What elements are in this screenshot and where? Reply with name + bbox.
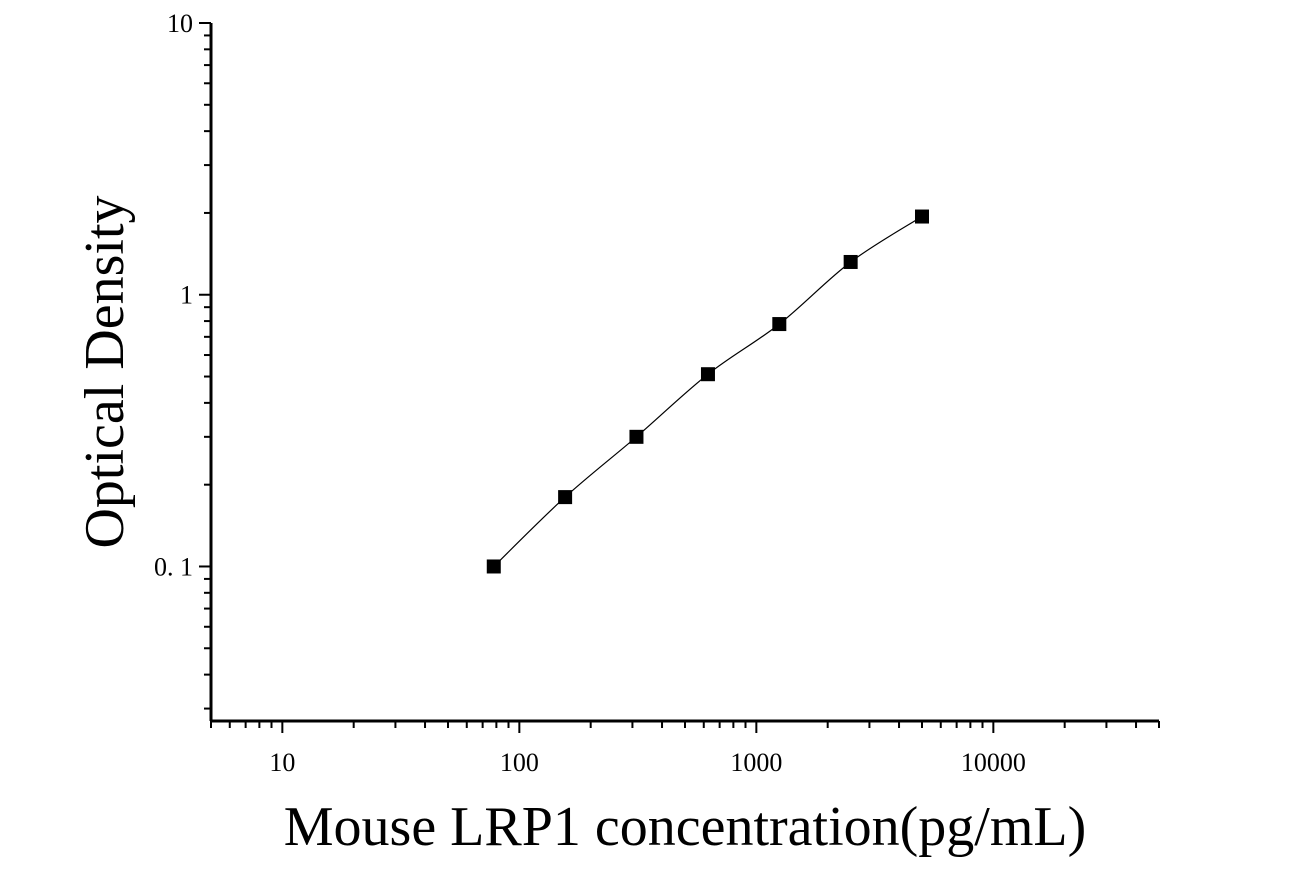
y-tick-label: 1 [180,281,193,310]
x-tick-label: 10 [269,748,295,777]
data-point [629,429,644,444]
data-point [700,367,715,382]
fit-curve [493,215,923,567]
plot-area [486,209,929,574]
x-tick-label: 10000 [961,748,1026,777]
data-point [843,254,858,269]
data-point [915,209,929,224]
x-tick-label: 1000 [730,748,782,777]
axes [199,22,1160,733]
y-tick-label: 10 [167,9,193,38]
data-point [772,317,787,332]
x-tick-label: 100 [500,748,539,777]
x-axis-title: Mouse LRP1 concentration(pg/mL) [284,796,1087,858]
y-axis-title: Optical Density [74,195,136,548]
tick-labels: 10 100 1000 10000 0. 1 1 10 [154,9,1026,777]
data-point [558,490,573,505]
data-point [486,559,501,574]
y-tick-label: 0. 1 [154,552,193,581]
